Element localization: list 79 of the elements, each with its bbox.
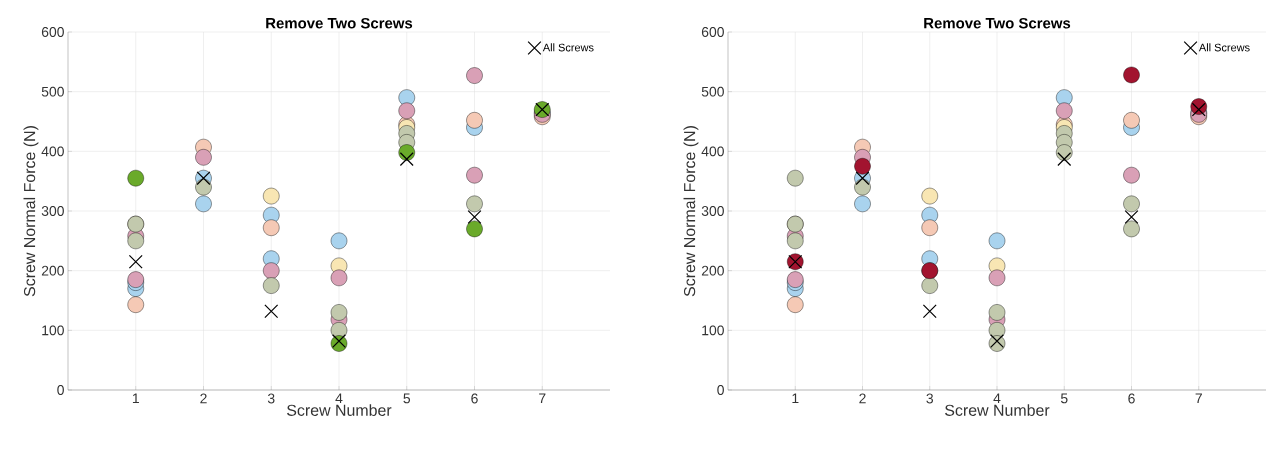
y-tick-label: 400	[41, 146, 64, 157]
point	[1056, 102, 1073, 119]
y-tick-label: 400	[701, 146, 724, 157]
x-tick-label: 5	[403, 393, 411, 404]
point	[1123, 195, 1140, 213]
point	[1123, 167, 1140, 184]
point	[988, 304, 1006, 321]
point	[922, 304, 937, 319]
y-tick-label: 500	[701, 86, 724, 97]
x-axis-title: Screw Number	[287, 404, 392, 416]
chart-title: Remove Two Screws	[266, 17, 413, 29]
y-tick-label: 300	[41, 206, 64, 216]
point	[787, 296, 804, 313]
x-tick-label: 1	[132, 393, 139, 404]
point	[467, 210, 482, 224]
point	[263, 187, 280, 205]
point	[921, 187, 938, 205]
point	[787, 169, 804, 187]
x-tick-label: 4	[335, 393, 343, 404]
point	[263, 262, 280, 279]
x-tick-label: 5	[1060, 393, 1068, 404]
point	[263, 219, 280, 236]
x-tick-label: 2	[200, 393, 207, 404]
point	[195, 195, 212, 213]
point	[466, 67, 483, 84]
x-tick-label: 7	[1195, 393, 1202, 404]
point	[330, 269, 348, 287]
x-tick-label: 3	[926, 393, 934, 404]
point	[398, 102, 415, 119]
x-axis-title: Screw Number	[945, 404, 1050, 416]
point	[1191, 102, 1206, 117]
point	[399, 152, 414, 167]
chart-title: Remove Two Screws	[924, 17, 1071, 29]
point	[466, 112, 483, 129]
point	[988, 232, 1006, 250]
point	[1124, 210, 1139, 224]
point	[128, 254, 143, 269]
x-tick-label: 6	[471, 393, 478, 404]
point	[787, 232, 804, 250]
point	[330, 304, 348, 321]
point	[127, 169, 144, 187]
y-tick-label: 100	[42, 325, 64, 336]
y-tick-label: 600	[701, 27, 724, 37]
legend-label: All Screws	[1198, 43, 1250, 52]
point	[264, 304, 279, 319]
point	[127, 296, 144, 313]
x-tick-label: 3	[267, 393, 275, 404]
legend-label: All Screws	[542, 43, 594, 52]
point	[854, 195, 871, 213]
y-axis-title: Screw Normal Force (N)	[683, 126, 699, 297]
point	[921, 219, 938, 236]
y-tick-label: 300	[701, 206, 724, 216]
point	[466, 195, 483, 213]
point	[195, 149, 212, 166]
point	[330, 232, 348, 250]
point	[988, 269, 1006, 287]
point	[1123, 220, 1140, 238]
y-tick-label: 100	[702, 325, 724, 336]
x-tick-label: 2	[859, 393, 866, 404]
point	[466, 220, 483, 238]
y-tick-label: 0	[57, 385, 64, 395]
point	[1123, 112, 1140, 129]
point	[127, 232, 144, 250]
point	[921, 277, 938, 294]
y-tick-label: 0	[717, 385, 724, 395]
y-tick-label: 200	[701, 265, 724, 276]
y-tick-label: 500	[41, 86, 64, 97]
y-tick-label: 600	[41, 27, 64, 37]
x-tick-label: 4	[993, 393, 1001, 404]
x-tick-label: 7	[539, 393, 546, 404]
point	[1123, 66, 1140, 84]
x-tick-label: 6	[1128, 393, 1135, 404]
y-axis-title: Screw Normal Force (N)	[23, 126, 39, 297]
point	[1057, 152, 1072, 167]
x-tick-label: 1	[792, 393, 799, 404]
point	[854, 158, 871, 175]
point	[466, 167, 483, 184]
point	[263, 277, 280, 294]
y-tick-label: 200	[41, 265, 64, 276]
